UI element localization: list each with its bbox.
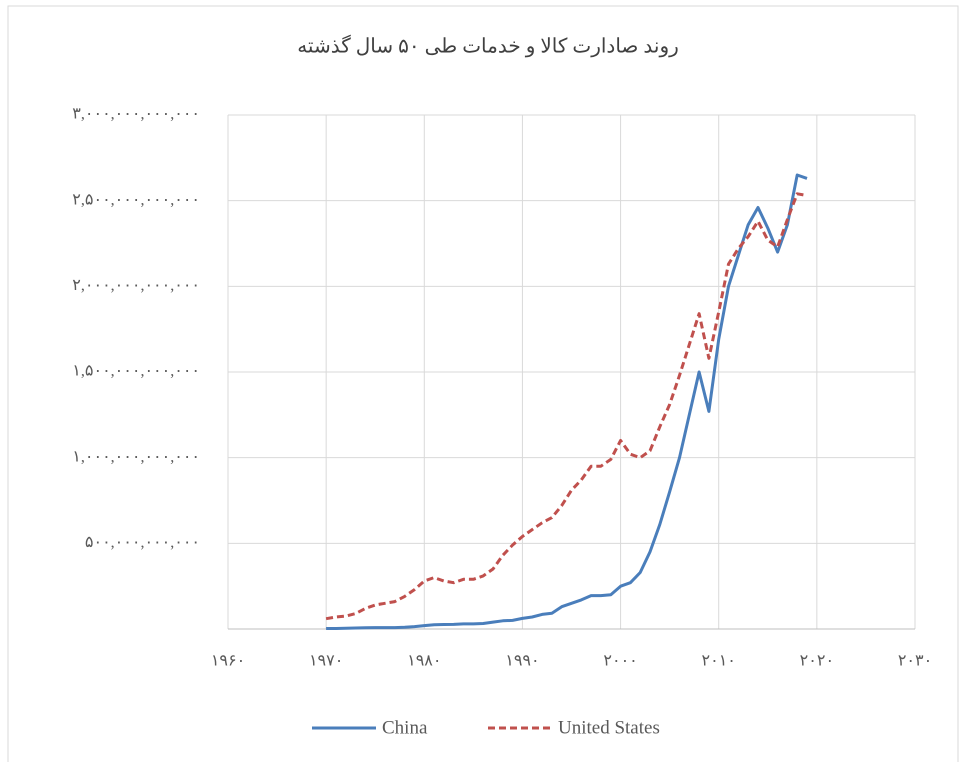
y-tick-label: ۲,۰۰۰,۰۰۰,۰۰۰,۰۰۰ xyxy=(72,277,200,294)
x-tick-label: ۲۰۰۰ xyxy=(603,653,637,670)
series-line xyxy=(325,192,808,621)
chart-frame xyxy=(7,5,959,762)
series-line xyxy=(326,173,808,630)
y-tick-label: ۲,۵۰۰,۰۰۰,۰۰۰,۰۰۰ xyxy=(72,191,200,208)
x-tick-label: ۲۰۱۰ xyxy=(702,653,736,670)
x-tick-label: ۱۹۸۰ xyxy=(407,653,441,670)
x-tick-label: ۱۹۹۰ xyxy=(505,653,539,670)
legend-label: China xyxy=(382,717,428,738)
legend-label: United States xyxy=(558,717,660,738)
y-tick-label: ۳,۰۰۰,۰۰۰,۰۰۰,۰۰۰ xyxy=(72,106,200,123)
y-tick-label: ۵۰۰,۰۰۰,۰۰۰,۰۰۰ xyxy=(85,534,200,551)
x-tick-label: ۲۰۲۰ xyxy=(800,653,834,670)
x-tick-label: ۱۹۷۰ xyxy=(309,653,343,670)
y-tick-label: ۱,۵۰۰,۰۰۰,۰۰۰,۰۰۰ xyxy=(72,363,200,380)
x-tick-label: ۲۰۳۰ xyxy=(898,653,932,670)
x-tick-label: ۱۹۶۰ xyxy=(211,653,245,670)
y-tick-label: ۱,۰۰۰,۰۰۰,۰۰۰,۰۰۰ xyxy=(72,448,200,465)
chart-title: روند صادارت کالا و خدمات طی ۵۰ سال گذشته xyxy=(297,35,679,58)
